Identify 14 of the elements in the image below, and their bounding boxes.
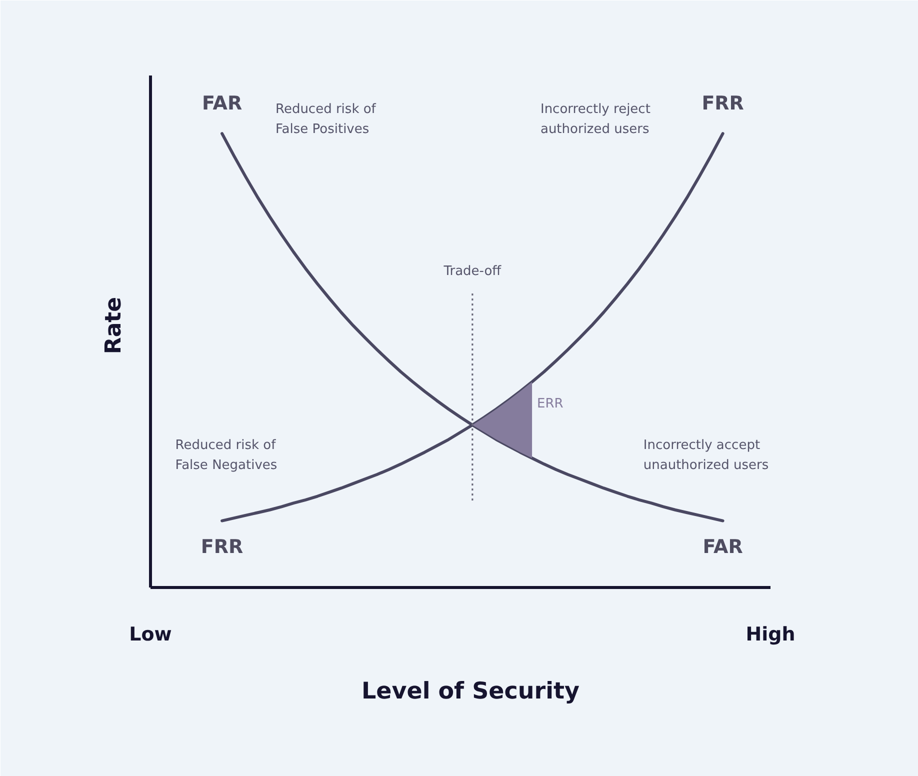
x-tick-label: High <box>746 624 796 646</box>
annotation: Reduced risk of False Negatives <box>175 438 278 474</box>
series-label: FRR <box>200 536 244 558</box>
text: FAR <box>202 92 242 115</box>
text: FRR <box>702 92 744 115</box>
series-label: FAR <box>702 536 744 558</box>
x-axis-title: Level of Security <box>362 678 580 704</box>
series-label: ERR <box>537 396 564 412</box>
x-tick-label: Low <box>129 624 172 646</box>
annotation: Trade-off <box>442 264 502 280</box>
annotation: Reduced risk of False Positives <box>275 102 376 138</box>
annotation: Incorrectly accept unauthorized users <box>643 438 769 474</box>
annotation: Incorrectly reject authorized users <box>540 102 650 138</box>
y-axis-title: Rate <box>102 296 126 354</box>
